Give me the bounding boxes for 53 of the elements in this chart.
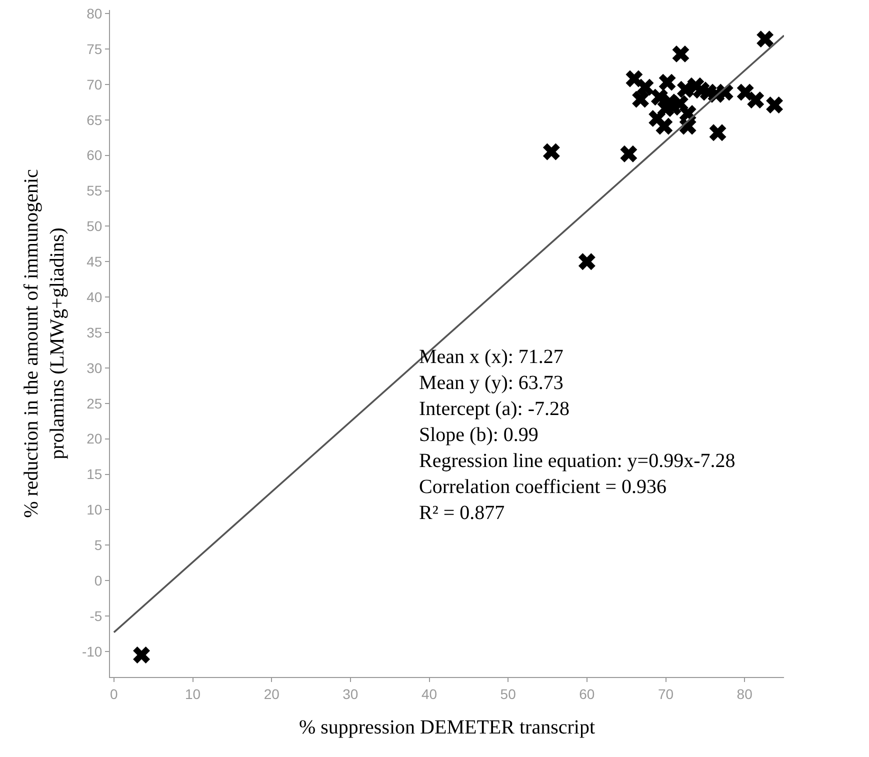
y-axis-title: % reduction in the amount of immunogenic prolamins (LMWg+gliadins) [20,168,68,518]
y-tick-label: 75 [86,40,102,57]
y-tick-label: -5 [90,608,102,624]
y-tick-label: 0 [94,572,102,588]
annotation: Mean x (x): 71.27 [419,346,564,368]
y-tick-label: 65 [86,112,102,128]
annotation: Intercept (a): -7.28 [419,398,570,420]
point [766,96,784,114]
y-tick-label: 70 [86,76,102,92]
annotation: Correlation coefficient = 0.936 [419,476,666,498]
point [578,253,596,270]
x-tick-label: 30 [342,686,358,702]
y-tick-label: 80 [86,5,102,22]
x-tick-label: 80 [736,686,753,702]
point [636,78,654,96]
y-tick-label: 60 [86,147,102,164]
point [620,145,638,162]
y-tick-label: 30 [86,360,102,376]
y-tick-label: 55 [86,182,102,199]
x-tick-label: 40 [421,686,438,702]
annotation: Slope (b): 0.99 [419,424,538,446]
point [657,100,674,118]
y-tick-label: 20 [86,430,102,447]
y-tick-label: 25 [86,395,102,412]
x-tick-label: 50 [500,686,516,702]
y-tick-label: -10 [82,643,102,660]
annotation: Mean y (y): 63.73 [419,372,564,394]
point [133,646,150,664]
x-tick-label: 20 [264,686,280,702]
point [679,105,696,122]
point [656,118,673,135]
point [632,90,650,108]
point [709,124,726,142]
annotation: Regression line equation: y=0.99x-7.28 [419,450,736,472]
point [542,143,560,160]
x-tick-label: 70 [658,686,674,702]
y-tick-label: 40 [86,288,102,305]
x-axis-title: % suppression DEMETER transcript [298,716,596,738]
x-tick-label: 10 [184,686,201,702]
point [756,30,774,48]
x-tick-label: 60 [579,686,595,702]
annotation: R² = 0.877 [419,502,505,524]
point [626,70,643,88]
y-tick-label: 45 [86,254,102,270]
y-tick-label: 15 [86,466,102,482]
point [747,92,764,108]
point [672,45,690,62]
y-tick-label: 10 [86,502,102,518]
point [658,74,676,91]
y-tick-label: 35 [86,324,102,340]
y-tick-label: 50 [86,218,102,234]
y-tick-label: 5 [94,537,102,554]
x-tick-label: 0 [110,686,118,702]
